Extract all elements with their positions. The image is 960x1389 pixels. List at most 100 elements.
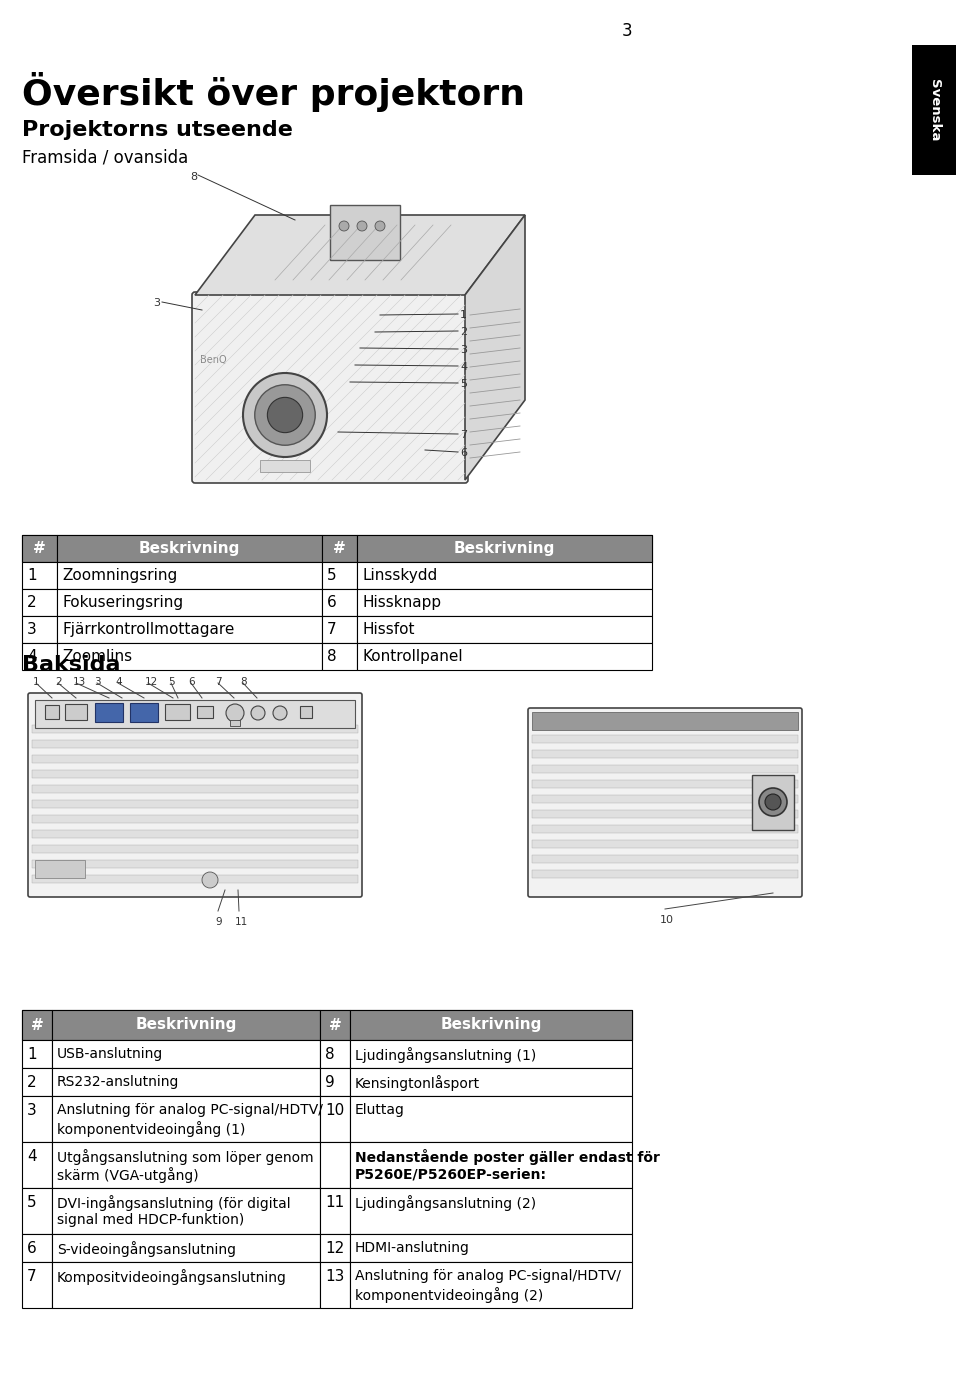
Bar [230,720,240,726]
Text: 5: 5 [27,1195,36,1210]
Bar [532,825,798,833]
Bar [350,1263,632,1308]
Text: 5: 5 [327,568,337,583]
Text: 1: 1 [27,568,36,583]
Bar [32,725,358,733]
Text: P5260E/P5260EP-serien:: P5260E/P5260EP-serien: [355,1167,547,1181]
Text: 7: 7 [460,431,468,440]
Bar [532,840,798,849]
Bar [350,1068,632,1096]
Text: 3: 3 [27,622,36,638]
Bar [52,1040,320,1068]
Bar [32,756,358,763]
Text: 13: 13 [325,1270,345,1283]
Text: Ljudingångsanslutning (1): Ljudingångsanslutning (1) [355,1047,537,1063]
Text: 4: 4 [27,1149,36,1164]
Bar [52,1142,320,1188]
Text: Ljudingångsanslutning (2): Ljudingångsanslutning (2) [355,1195,536,1211]
Bar [912,44,956,175]
Text: RS232-anslutning: RS232-anslutning [57,1075,180,1089]
Text: 7: 7 [27,1270,36,1283]
Text: komponentvideoingång (1): komponentvideoingång (1) [57,1121,246,1138]
Bar [52,1068,320,1096]
Bar [22,1010,632,1040]
Text: Utgångsanslutning som löper genom: Utgångsanslutning som löper genom [57,1149,314,1165]
Polygon shape [195,215,525,294]
Circle shape [254,385,315,446]
Bar [22,1188,52,1233]
Text: #: # [31,1018,43,1032]
Circle shape [226,704,244,722]
Text: 7: 7 [327,622,337,638]
Text: 8: 8 [190,172,197,182]
Text: Projektorns utseende: Projektorns utseende [22,119,293,140]
Bar [130,703,158,722]
Circle shape [273,706,287,720]
Circle shape [267,397,302,432]
Bar [22,535,57,563]
Text: Anslutning för analog PC-signal/HDTV/: Anslutning för analog PC-signal/HDTV/ [57,1103,323,1117]
Text: S-videoingångsanslutning: S-videoingångsanslutning [57,1240,236,1257]
Bar [357,643,652,669]
Bar [260,460,310,472]
Text: 9: 9 [215,917,222,926]
Text: 13: 13 [73,676,86,688]
Bar [320,1263,350,1308]
Bar [357,589,652,615]
Bar [197,706,213,718]
Bar [52,1010,320,1040]
Bar [95,703,123,722]
Text: 11: 11 [235,917,249,926]
Text: 6: 6 [27,1240,36,1256]
Circle shape [202,872,218,888]
Text: 12: 12 [145,676,158,688]
Bar [65,704,87,720]
Bar [320,1068,350,1096]
Text: 1: 1 [460,310,467,319]
Bar [57,643,322,669]
Text: Kensingtonlåsport: Kensingtonlåsport [355,1075,480,1090]
Text: 2: 2 [55,676,61,688]
Bar [322,615,357,643]
Bar [320,1040,350,1068]
Bar [357,615,652,643]
Bar [532,735,798,743]
Bar [22,1233,52,1263]
Bar [57,615,322,643]
Text: 12: 12 [325,1240,345,1256]
Text: Hissknapp: Hissknapp [362,594,442,610]
Bar [52,1096,320,1142]
FancyBboxPatch shape [28,693,362,897]
Bar [22,1040,52,1068]
Text: 4: 4 [460,363,468,372]
Polygon shape [465,215,525,481]
Text: USB-anslutning: USB-anslutning [57,1047,163,1061]
Text: Hissfot: Hissfot [362,622,415,638]
Text: 6: 6 [327,594,337,610]
Bar [300,706,312,718]
Bar [320,1010,350,1040]
Text: 6: 6 [188,676,195,688]
Bar [32,845,358,853]
Text: Eluttag: Eluttag [355,1103,405,1117]
Text: 10: 10 [660,915,674,925]
Text: Zoomlins: Zoomlins [62,649,132,664]
Text: P5260: P5260 [40,864,66,874]
Text: 8: 8 [325,1047,335,1063]
Text: signal med HDCP-funktion): signal med HDCP-funktion) [57,1213,244,1226]
Bar [22,1096,52,1142]
Text: Beskrivning: Beskrivning [441,1018,541,1032]
Bar [322,643,357,669]
Bar [322,589,357,615]
Text: Nedanstående poster gäller endast för: Nedanstående poster gäller endast för [355,1149,660,1165]
Bar [350,1010,632,1040]
Circle shape [375,221,385,231]
Bar [32,831,358,838]
Bar [532,765,798,774]
Bar [32,740,358,749]
Bar [45,706,59,720]
Text: #: # [333,540,346,556]
Text: 9: 9 [325,1075,335,1090]
Bar [32,800,358,808]
Bar [22,535,652,563]
